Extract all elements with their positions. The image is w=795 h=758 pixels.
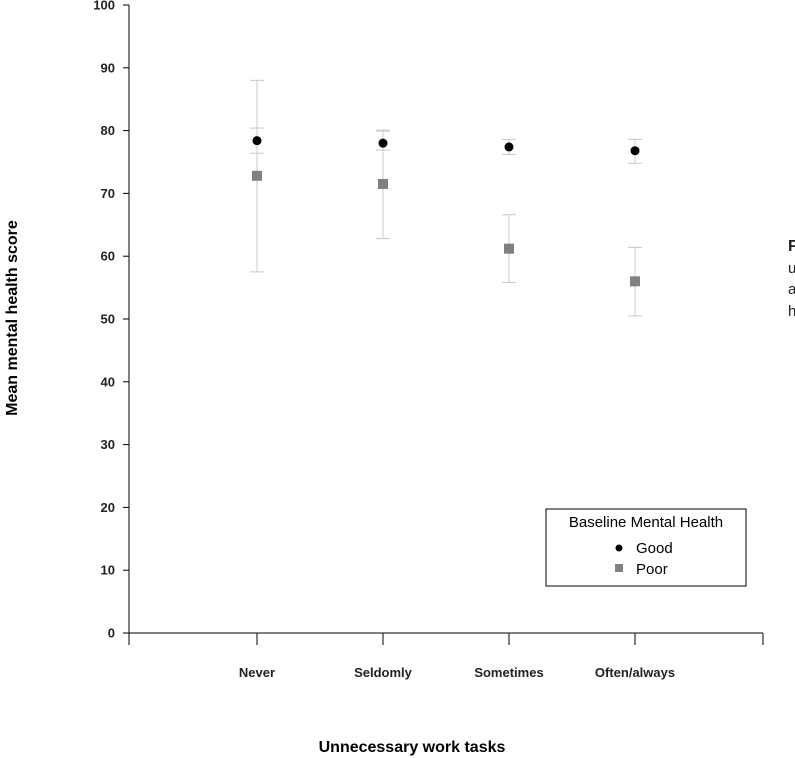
y-tick-label-0: 0 xyxy=(108,626,115,641)
point-good-3 xyxy=(630,146,640,156)
x-axis-label: Unnecessary work tasks xyxy=(319,739,506,756)
x-tick-label-never: Never xyxy=(239,665,275,680)
x-tick-label-sometimes: Sometimes xyxy=(474,665,543,680)
y-tick-label-100: 100 xyxy=(93,0,115,13)
y-tick-label-50: 50 xyxy=(101,312,115,327)
y-tick-label-30: 30 xyxy=(101,437,115,452)
y-tick-label-80: 80 xyxy=(101,123,115,138)
cropped-side-text: F u a h xyxy=(788,238,795,320)
error-bars xyxy=(250,79,642,317)
side-text-line-4: h xyxy=(788,303,795,320)
data-points xyxy=(252,136,640,287)
x-tick-label-often-always: Often/always xyxy=(595,665,675,680)
point-good-1 xyxy=(378,138,388,148)
legend: Baseline Mental Health Good Poor xyxy=(545,508,747,587)
y-tick-label-40: 40 xyxy=(101,374,115,389)
legend-label-poor: Poor xyxy=(636,561,668,578)
side-text-line-3: a xyxy=(788,281,795,298)
y-axis-label: Mean mental health score xyxy=(4,220,21,416)
point-poor-3 xyxy=(630,276,640,287)
point-poor-0 xyxy=(252,170,262,181)
x-tick-label-seldomly: Seldomly xyxy=(354,665,413,680)
legend-title: Baseline Mental Health xyxy=(569,514,723,531)
legend-marker-good xyxy=(615,544,623,552)
point-poor-1 xyxy=(378,178,388,189)
axes: 0 10 20 30 40 50 60 70 80 90 100 Never Seldomly Somet… xyxy=(93,0,764,680)
y-tick-label-90: 90 xyxy=(101,60,115,75)
side-text-line-2: u xyxy=(788,260,795,277)
legend-marker-poor xyxy=(615,564,623,572)
y-tick-label-70: 70 xyxy=(101,186,115,201)
side-text-line-1: F xyxy=(788,238,795,255)
y-tick-label-20: 20 xyxy=(101,500,115,515)
point-good-2 xyxy=(504,142,514,152)
y-tick-label-10: 10 xyxy=(101,563,115,578)
legend-label-good: Good xyxy=(636,540,673,557)
legend-box xyxy=(545,508,747,587)
point-good-0 xyxy=(252,136,262,146)
y-tick-label-60: 60 xyxy=(101,249,115,264)
point-poor-2 xyxy=(504,243,514,254)
